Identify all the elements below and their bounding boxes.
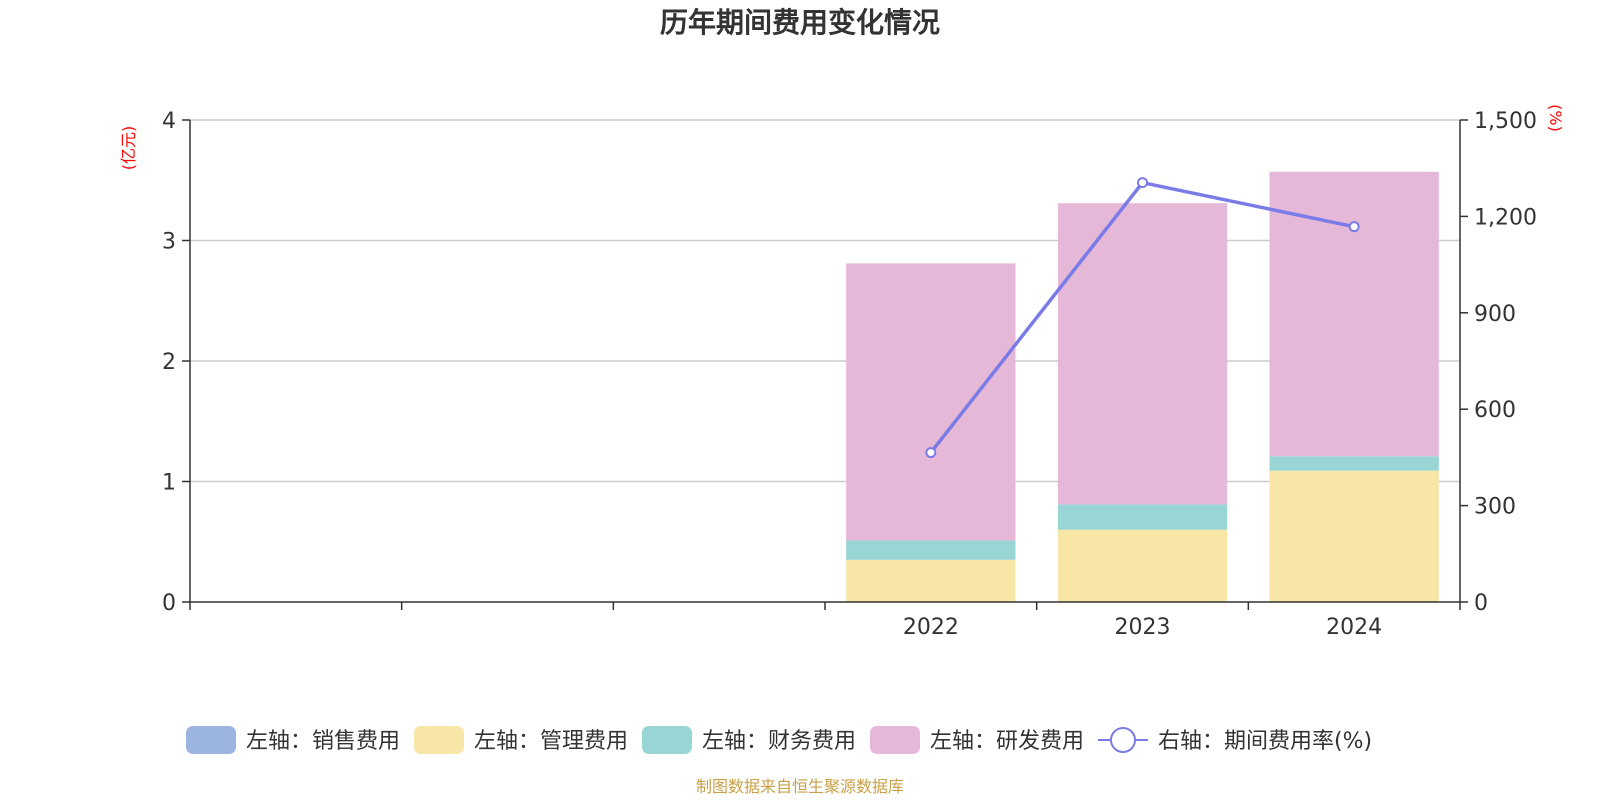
left-tick-label: 0	[162, 591, 176, 616]
bar-segment	[1057, 529, 1228, 602]
x-tick-label: 2022	[903, 615, 959, 640]
left-tick-label: 3	[162, 230, 176, 255]
legend-item: 左轴：财务费用	[642, 726, 856, 754]
legend-swatch	[186, 726, 236, 754]
legend-swatch	[414, 726, 464, 754]
left-tick-label: 2	[162, 350, 176, 375]
rate-point	[925, 447, 937, 459]
right-tick-label: 900	[1474, 302, 1516, 327]
legend-label: 左轴：管理费用	[474, 729, 628, 754]
right-tick-label: 600	[1474, 398, 1516, 423]
legend-label: 右轴：期间费用率(%)	[1158, 729, 1372, 754]
legend: 左轴：销售费用 左轴：管理费用 左轴：财务费用 左轴：研发费用 右轴：期间费用率(%)	[186, 726, 1372, 754]
legend-item: 左轴：研发费用	[870, 726, 1084, 754]
bar-segment	[846, 559, 1016, 602]
line-series	[925, 177, 1360, 459]
legend-label: 左轴：研发费用	[930, 729, 1084, 754]
bar-segment	[846, 263, 1016, 541]
source-note: 制图数据来自恒生聚源数据库	[696, 777, 904, 796]
right-axis-unit: (%)	[1546, 104, 1565, 132]
left-axis-unit: (亿元)	[119, 126, 138, 171]
left-tick-label: 1	[162, 471, 176, 496]
bar-series	[846, 171, 1439, 602]
x-tick-label: 2023	[1115, 615, 1171, 640]
legend-label: 左轴：财务费用	[702, 729, 856, 754]
x-tick-label: 2024	[1326, 615, 1382, 640]
rate-point	[1348, 221, 1360, 233]
bar-segment	[1057, 504, 1228, 530]
bar-segment	[1057, 203, 1228, 505]
legend-label: 左轴：销售费用	[246, 729, 400, 754]
axes: 0 1 2 3 4 0 300 600 900 1,200 1,500 2022 2023 2024	[162, 109, 1537, 640]
legend-marker-swatch	[1110, 727, 1136, 753]
right-tick-label: 0	[1474, 591, 1488, 616]
legend-swatch	[642, 726, 692, 754]
legend-swatch	[870, 726, 920, 754]
legend-item: 左轴：销售费用	[186, 726, 400, 754]
legend-item: 左轴：管理费用	[414, 726, 628, 754]
right-tick-label: 300	[1474, 495, 1516, 520]
bar-segment	[1269, 171, 1439, 457]
right-tick-label: 1,200	[1474, 205, 1537, 230]
left-tick-label: 4	[162, 109, 176, 134]
bar-segment	[846, 540, 1016, 560]
bar-segment	[1269, 470, 1439, 602]
chart-title: 历年期间费用变化情况	[660, 6, 940, 39]
bar-segment	[1269, 456, 1439, 471]
legend-item: 右轴：期间费用率(%)	[1098, 727, 1372, 754]
right-tick-label: 1,500	[1474, 109, 1537, 134]
grid-lines	[190, 119, 1460, 483]
rate-point	[1137, 177, 1148, 189]
